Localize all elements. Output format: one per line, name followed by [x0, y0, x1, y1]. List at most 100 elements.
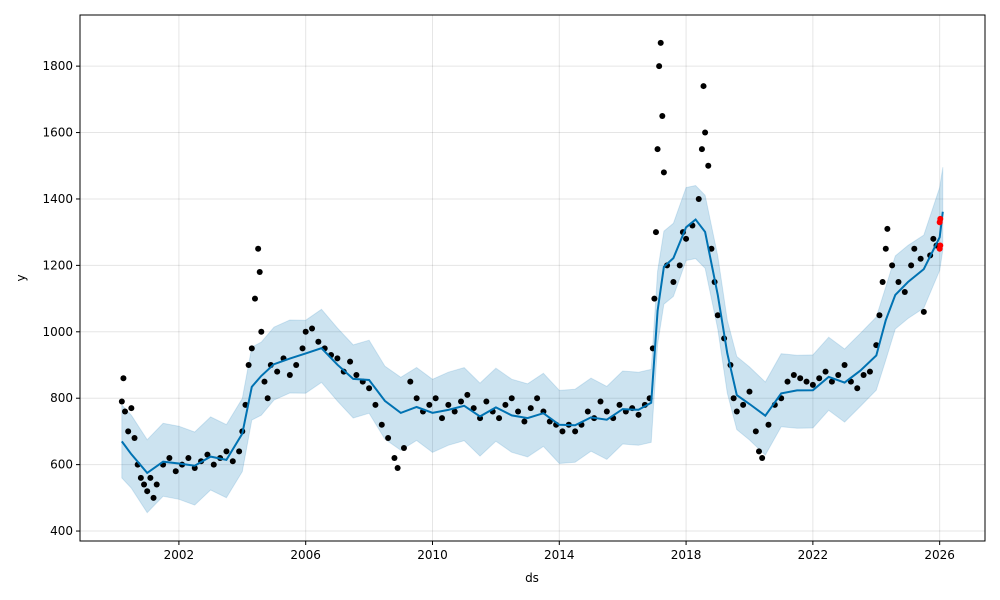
- observed-point: [334, 355, 341, 362]
- observed-point: [700, 83, 707, 90]
- observed-point: [496, 415, 503, 422]
- observed-point: [258, 328, 265, 335]
- observed-point: [248, 345, 255, 352]
- highlighted-point: [937, 215, 944, 222]
- observed-point: [835, 371, 842, 378]
- observed-point: [676, 262, 683, 269]
- observed-point: [911, 245, 918, 252]
- observed-point: [286, 371, 293, 378]
- x-tick-label: 2014: [544, 548, 575, 562]
- observed-point: [236, 448, 243, 455]
- observed-point: [908, 262, 915, 269]
- observed-point: [451, 408, 458, 415]
- x-tick-label: 2006: [290, 548, 321, 562]
- observed-point: [502, 401, 509, 408]
- observed-point: [822, 368, 829, 375]
- observed-point: [930, 235, 937, 242]
- observed-points: [118, 39, 940, 501]
- observed-point: [702, 129, 709, 136]
- y-tick-label: 1000: [42, 325, 73, 339]
- observed-point: [759, 454, 766, 461]
- observed-point: [784, 378, 791, 385]
- observed-point: [920, 308, 927, 315]
- observed-point: [652, 229, 659, 236]
- observed-point: [790, 371, 797, 378]
- observed-point: [559, 428, 566, 435]
- observed-point: [884, 225, 891, 232]
- highlighted-point: [937, 242, 944, 249]
- observed-point: [391, 454, 398, 461]
- observed-point: [147, 474, 154, 481]
- observed-point: [515, 408, 522, 415]
- observed-point: [651, 295, 658, 302]
- observed-point: [882, 245, 889, 252]
- observed-point: [803, 378, 810, 385]
- observed-point: [118, 398, 125, 405]
- observed-point: [860, 371, 867, 378]
- observed-point: [797, 375, 804, 382]
- x-tick-label: 2022: [798, 548, 829, 562]
- y-tick-label: 400: [50, 524, 73, 538]
- y-tick-label: 1600: [42, 126, 73, 140]
- observed-point: [426, 401, 433, 408]
- observed-point: [293, 362, 300, 369]
- observed-point: [841, 362, 848, 369]
- observed-point: [256, 269, 263, 276]
- observed-point: [656, 63, 663, 70]
- observed-point: [251, 295, 258, 302]
- observed-point: [223, 448, 230, 455]
- observed-point: [616, 401, 623, 408]
- x-tick-label: 2018: [671, 548, 702, 562]
- x-tick-label: 2002: [164, 548, 195, 562]
- observed-point: [131, 435, 138, 442]
- observed-point: [809, 381, 816, 388]
- observed-point: [353, 371, 360, 378]
- observed-point: [483, 398, 490, 405]
- observed-point: [708, 245, 715, 252]
- observed-point: [534, 395, 541, 402]
- highlighted-points: [936, 215, 944, 252]
- observed-point: [378, 421, 385, 428]
- observed-point: [670, 278, 677, 285]
- observed-point: [458, 398, 465, 405]
- observed-point: [584, 408, 591, 415]
- observed-point: [879, 278, 886, 285]
- x-tick-label: 2010: [417, 548, 448, 562]
- y-axis-label: y: [14, 274, 28, 281]
- observed-point: [407, 378, 414, 385]
- observed-point: [413, 395, 420, 402]
- observed-point: [705, 162, 712, 169]
- observed-point: [122, 408, 129, 415]
- observed-point: [765, 421, 772, 428]
- observed-point: [889, 262, 896, 269]
- y-tick-label: 1800: [42, 59, 73, 73]
- observed-point: [755, 448, 762, 455]
- observed-point: [603, 408, 610, 415]
- observed-point: [229, 458, 236, 465]
- observed-point: [683, 235, 690, 242]
- observed-point: [752, 428, 759, 435]
- plot-frame: [79, 14, 986, 542]
- y-tick-label: 800: [50, 391, 73, 405]
- y-tick-label: 600: [50, 458, 73, 472]
- observed-point: [150, 494, 157, 501]
- observed-point: [204, 451, 211, 458]
- observed-point: [746, 388, 753, 395]
- observed-point: [120, 375, 127, 382]
- observed-point: [400, 445, 407, 452]
- observed-point: [309, 325, 316, 332]
- observed-point: [895, 278, 902, 285]
- observed-point: [172, 468, 179, 475]
- x-tick-label: 2026: [924, 548, 955, 562]
- observed-point: [255, 245, 262, 252]
- observed-point: [144, 488, 151, 495]
- observed-point: [264, 395, 271, 402]
- observed-point: [876, 312, 883, 319]
- observed-point: [385, 435, 392, 442]
- observed-point: [464, 391, 471, 398]
- observed-point: [527, 405, 534, 412]
- observed-point: [347, 358, 354, 365]
- observed-point: [166, 454, 173, 461]
- forecast-line: [120, 211, 944, 475]
